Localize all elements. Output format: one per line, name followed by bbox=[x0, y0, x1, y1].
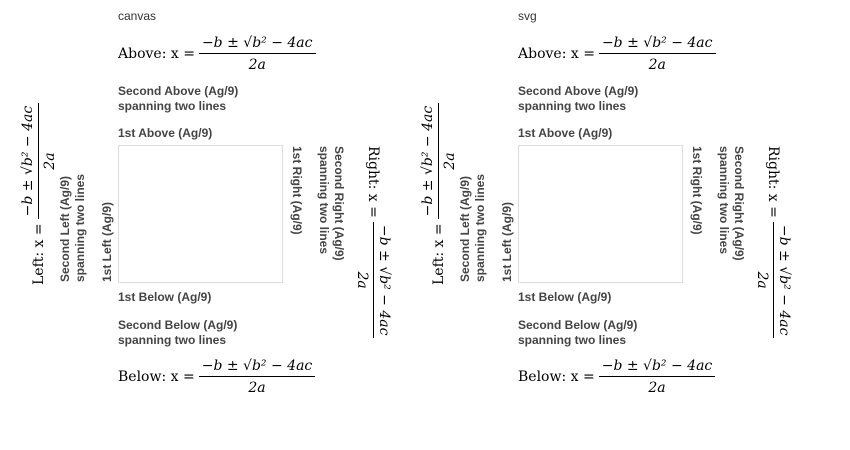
fraction-denominator: 2a bbox=[648, 380, 666, 396]
fraction-numerator: −b ± √b² − 4ac bbox=[198, 358, 316, 377]
quadratic-fraction: −b ± √b² − 4ac 2a bbox=[598, 358, 716, 396]
panel-title: canvas bbox=[118, 9, 157, 23]
right-equation: Right: x = −b ± √b² − 4ac 2a bbox=[354, 146, 392, 339]
second-right-label: Second Right (Ag/9) spanning two lines bbox=[317, 146, 346, 261]
above-equation-label: Above: x = bbox=[118, 46, 195, 62]
canvas-panel: canvas Above: x = −b ± √b² − 4ac 2a Seco… bbox=[0, 0, 410, 450]
fraction-numerator: −b ± √b² − 4ac bbox=[20, 102, 39, 220]
second-below-label: Second Below (Ag/9) spanning two lines bbox=[518, 318, 638, 347]
second-left-label: Second Left (Ag/9) spanning two lines bbox=[458, 173, 487, 282]
first-right-label: 1st Right (Ag/9) bbox=[690, 146, 704, 235]
fraction-numerator: −b ± √b² − 4ac bbox=[420, 102, 439, 220]
quadratic-fraction: −b ± √b² − 4ac 2a bbox=[754, 221, 792, 339]
second-left-label: Second Left (Ag/9) spanning two lines bbox=[58, 173, 87, 282]
above-equation-label: Above: x = bbox=[518, 46, 595, 62]
below-equation-label: Below: x = bbox=[518, 369, 595, 385]
svg-panel: svg Above: x = −b ± √b² − 4ac 2a Second … bbox=[400, 0, 810, 450]
second-above-label: Second Above (Ag/9) spanning two lines bbox=[518, 84, 639, 113]
first-above-label: 1st Above (Ag/9) bbox=[518, 126, 613, 140]
second-below-label: Second Below (Ag/9) spanning two lines bbox=[118, 318, 238, 347]
first-below-label: 1st Below (Ag/9) bbox=[518, 290, 612, 304]
fraction-numerator: −b ± √b² − 4ac bbox=[598, 358, 716, 377]
fraction-numerator: −b ± √b² − 4ac bbox=[198, 35, 316, 54]
above-equation: Above: x = −b ± √b² − 4ac 2a bbox=[518, 35, 716, 73]
below-equation: Below: x = −b ± √b² − 4ac 2a bbox=[118, 358, 316, 396]
fraction-numerator: −b ± √b² − 4ac bbox=[373, 221, 392, 339]
left-equation: Left: x = −b ± √b² − 4ac 2a bbox=[20, 102, 58, 285]
first-left-label: 1st Left (Ag/9) bbox=[100, 201, 114, 282]
first-right-label: 1st Right (Ag/9) bbox=[290, 146, 304, 235]
left-equation: Left: x = −b ± √b² − 4ac 2a bbox=[420, 102, 458, 285]
left-equation-label: Left: x = bbox=[431, 223, 447, 285]
right-equation-label: Right: x = bbox=[365, 146, 381, 218]
fraction-denominator: 2a bbox=[754, 271, 770, 289]
fraction-denominator: 2a bbox=[248, 57, 266, 73]
fraction-numerator: −b ± √b² − 4ac bbox=[598, 35, 716, 54]
below-equation-label: Below: x = bbox=[118, 369, 195, 385]
quadratic-fraction: −b ± √b² − 4ac 2a bbox=[420, 102, 458, 220]
plot-area bbox=[118, 145, 283, 283]
right-equation-label: Right: x = bbox=[765, 146, 781, 218]
second-above-label: Second Above (Ag/9) spanning two lines bbox=[118, 84, 239, 113]
below-equation: Below: x = −b ± √b² − 4ac 2a bbox=[518, 358, 716, 396]
quadratic-fraction: −b ± √b² − 4ac 2a bbox=[198, 35, 316, 73]
fraction-denominator: 2a bbox=[648, 57, 666, 73]
fraction-denominator: 2a bbox=[42, 152, 58, 170]
quadratic-fraction: −b ± √b² − 4ac 2a bbox=[354, 221, 392, 339]
panel-title: svg bbox=[518, 9, 537, 23]
first-left-label: 1st Left (Ag/9) bbox=[500, 201, 514, 282]
above-equation: Above: x = −b ± √b² − 4ac 2a bbox=[118, 35, 316, 73]
fraction-numerator: −b ± √b² − 4ac bbox=[773, 221, 792, 339]
left-equation-label: Left: x = bbox=[31, 223, 47, 285]
first-below-label: 1st Below (Ag/9) bbox=[118, 290, 212, 304]
fraction-denominator: 2a bbox=[248, 380, 266, 396]
quadratic-fraction: −b ± √b² − 4ac 2a bbox=[198, 358, 316, 396]
right-equation: Right: x = −b ± √b² − 4ac 2a bbox=[754, 146, 792, 339]
quadratic-fraction: −b ± √b² − 4ac 2a bbox=[598, 35, 716, 73]
fraction-denominator: 2a bbox=[354, 271, 370, 289]
fraction-denominator: 2a bbox=[442, 152, 458, 170]
quadratic-fraction: −b ± √b² − 4ac 2a bbox=[20, 102, 58, 220]
first-above-label: 1st Above (Ag/9) bbox=[118, 126, 213, 140]
plot-area bbox=[518, 145, 683, 283]
second-right-label: Second Right (Ag/9) spanning two lines bbox=[717, 146, 746, 261]
